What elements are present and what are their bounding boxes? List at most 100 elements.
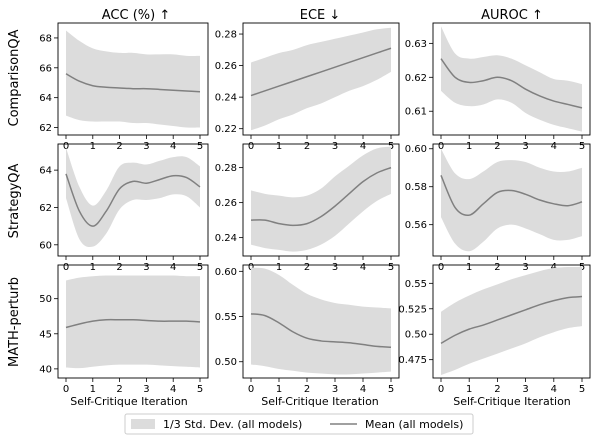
std-band-comparisonqa-ece — [251, 27, 391, 131]
axes-frame-math-perturb-acc — [57, 264, 209, 379]
x-tick-label-comparisonqa-ece: 5 — [388, 141, 394, 152]
axes-frame-comparisonqa-auroc — [432, 22, 591, 136]
mean-line-comparisonqa-auroc — [440, 58, 583, 109]
y-tick-label-comparisonqa-ece: 0.22 — [215, 124, 237, 135]
y-tick-label-math-perturb-auroc: 0.50 — [405, 330, 427, 341]
y-tick-label-strategyqa-acc: 64 — [39, 166, 52, 177]
x-tick-label-math-perturb-auroc: 5 — [579, 384, 585, 395]
x-tick-label-strategyqa-ece: 0 — [248, 262, 254, 273]
x-tick-label-strategyqa-acc: 2 — [116, 262, 122, 273]
y-tick-label-strategyqa-auroc: 0.58 — [405, 182, 427, 193]
x-tick-label-strategyqa-acc: 3 — [143, 262, 149, 273]
legend-band-swatch — [131, 419, 155, 429]
x-tick-label-strategyqa-auroc: 2 — [494, 262, 500, 273]
x-tick-label-strategyqa-auroc: 1 — [466, 262, 472, 273]
x-tick-label-strategyqa-acc: 5 — [197, 262, 203, 273]
x-tick-label-comparisonqa-ece: 4 — [360, 141, 366, 152]
axes-frame-comparisonqa-acc — [57, 22, 209, 136]
y-tick-label-math-perturb-ece: 0.50 — [215, 357, 237, 368]
x-tick-label-comparisonqa-auroc: 3 — [522, 141, 528, 152]
x-tick-label-math-perturb-auroc: 1 — [466, 384, 472, 395]
panel-strategyqa-acc: 60 62 64 0 1 2 3 4 5 — [39, 143, 209, 273]
std-band-comparisonqa-acc — [66, 30, 200, 128]
row-label-comparisonqa: ComparisonQA — [7, 29, 22, 126]
panel-strategyqa-auroc: 0.56 0.58 0.60 0 1 2 3 4 5 — [405, 143, 591, 273]
y-tick-label-strategyqa-acc: 62 — [39, 203, 52, 214]
std-band-strategyqa-auroc — [441, 148, 582, 252]
std-band-math-perturb-auroc — [441, 266, 582, 375]
x-tick-label-strategyqa-ece: 5 — [388, 262, 394, 273]
axes-frame-strategyqa-ece — [242, 143, 400, 257]
x-tick-label-comparisonqa-ece: 0 — [248, 141, 254, 152]
x-tick-label-comparisonqa-acc: 2 — [116, 141, 122, 152]
y-tick-label-math-perturb-auroc: 0.525 — [398, 304, 427, 315]
x-tick-label-math-perturb-ece: 1 — [276, 384, 282, 395]
mean-line-comparisonqa-ece — [250, 47, 392, 97]
y-tick-label-strategyqa-auroc: 0.56 — [405, 220, 427, 231]
y-tick-label-math-perturb-acc: 50 — [39, 294, 52, 305]
y-tick-label-comparisonqa-acc: 64 — [39, 93, 52, 104]
x-tick-label-comparisonqa-auroc: 1 — [466, 141, 472, 152]
y-tick-label-comparisonqa-ece: 0.28 — [215, 30, 237, 41]
column-title-auroc: AUROC ↑ — [481, 8, 543, 23]
x-tick-label-comparisonqa-ece: 2 — [304, 141, 310, 152]
y-tick-label-strategyqa-auroc: 0.60 — [405, 144, 427, 155]
x-tick-label-math-perturb-ece: 4 — [360, 384, 366, 395]
y-tick-label-math-perturb-acc: 45 — [39, 329, 52, 340]
x-tick-label-strategyqa-ece: 3 — [332, 262, 338, 273]
column-title-acc: ACC (%) ↑ — [102, 8, 170, 23]
x-tick-label-comparisonqa-auroc: 2 — [494, 141, 500, 152]
panel-math-perturb-ece: 0.50 0.55 0.60 0 1 2 3 4 5 — [215, 264, 400, 395]
x-tick-label-comparisonqa-ece: 1 — [276, 141, 282, 152]
y-tick-label-comparisonqa-acc: 68 — [39, 33, 52, 44]
x-tick-label-strategyqa-acc: 1 — [90, 262, 96, 273]
legend-band-label: 1/3 Std. Dev. (all models) — [163, 418, 302, 431]
x-tick-label-math-perturb-acc: 0 — [63, 384, 69, 395]
mean-line-strategyqa-ece — [250, 166, 392, 227]
x-tick-label-math-perturb-acc: 5 — [197, 384, 203, 395]
x-axis-label-col3: Self-Critique Iteration — [453, 395, 571, 408]
x-tick-label-math-perturb-auroc: 0 — [438, 384, 444, 395]
x-tick-label-comparisonqa-acc: 0 — [63, 141, 69, 152]
x-tick-label-comparisonqa-ece: 3 — [332, 141, 338, 152]
panel-comparisonqa-acc: 62 64 66 68 0 1 2 3 4 5 — [39, 22, 209, 152]
legend-line-label: Mean (all models) — [365, 418, 463, 431]
mean-line-comparisonqa-acc — [65, 73, 201, 93]
x-tick-label-math-perturb-ece: 0 — [248, 384, 254, 395]
x-tick-label-comparisonqa-acc: 5 — [197, 141, 203, 152]
y-tick-label-math-perturb-auroc: 0.55 — [405, 279, 427, 290]
mean-line-math-perturb-auroc — [440, 295, 583, 345]
y-tick-label-strategyqa-acc: 60 — [39, 240, 52, 251]
x-tick-label-math-perturb-ece: 3 — [332, 384, 338, 395]
mean-line-strategyqa-auroc — [440, 175, 583, 217]
std-band-math-perturb-ece — [251, 267, 391, 375]
x-tick-label-comparisonqa-acc: 3 — [143, 141, 149, 152]
panel-strategyqa-ece: 0.24 0.26 0.28 0 1 2 3 4 5 — [215, 143, 400, 273]
mean-line-strategyqa-acc — [65, 173, 201, 227]
std-band-strategyqa-ece — [251, 146, 391, 252]
x-tick-label-math-perturb-acc: 2 — [116, 384, 122, 395]
mean-line-math-perturb-ece — [250, 313, 392, 349]
x-tick-label-strategyqa-auroc: 3 — [522, 262, 528, 273]
x-tick-label-math-perturb-auroc: 4 — [551, 384, 557, 395]
y-tick-label-comparisonqa-auroc: 0.61 — [405, 107, 427, 118]
x-axis-label-col2: Self-Critique Iteration — [261, 395, 379, 408]
std-band-math-perturb-acc — [66, 275, 200, 369]
row-label-strategyqa: StrategyQA — [7, 163, 22, 238]
y-tick-label-comparisonqa-acc: 66 — [39, 63, 52, 74]
x-tick-label-math-perturb-auroc: 2 — [494, 384, 500, 395]
axes-frame-strategyqa-acc — [57, 143, 209, 257]
x-tick-label-strategyqa-ece: 4 — [360, 262, 366, 273]
legend: 1/3 Std. Dev. (all models) Mean (all mod… — [124, 413, 474, 435]
x-tick-label-math-perturb-acc: 1 — [90, 384, 96, 395]
column-title-ece: ECE ↓ — [300, 8, 341, 23]
y-tick-label-comparisonqa-acc: 62 — [39, 123, 52, 134]
y-tick-label-comparisonqa-auroc: 0.63 — [405, 39, 427, 50]
x-tick-label-math-perturb-auroc: 3 — [522, 384, 528, 395]
x-tick-label-math-perturb-ece: 2 — [304, 384, 310, 395]
x-axis-label-col1: Self-Critique Iteration — [70, 395, 188, 408]
y-tick-label-math-perturb-auroc: 0.475 — [398, 355, 427, 366]
